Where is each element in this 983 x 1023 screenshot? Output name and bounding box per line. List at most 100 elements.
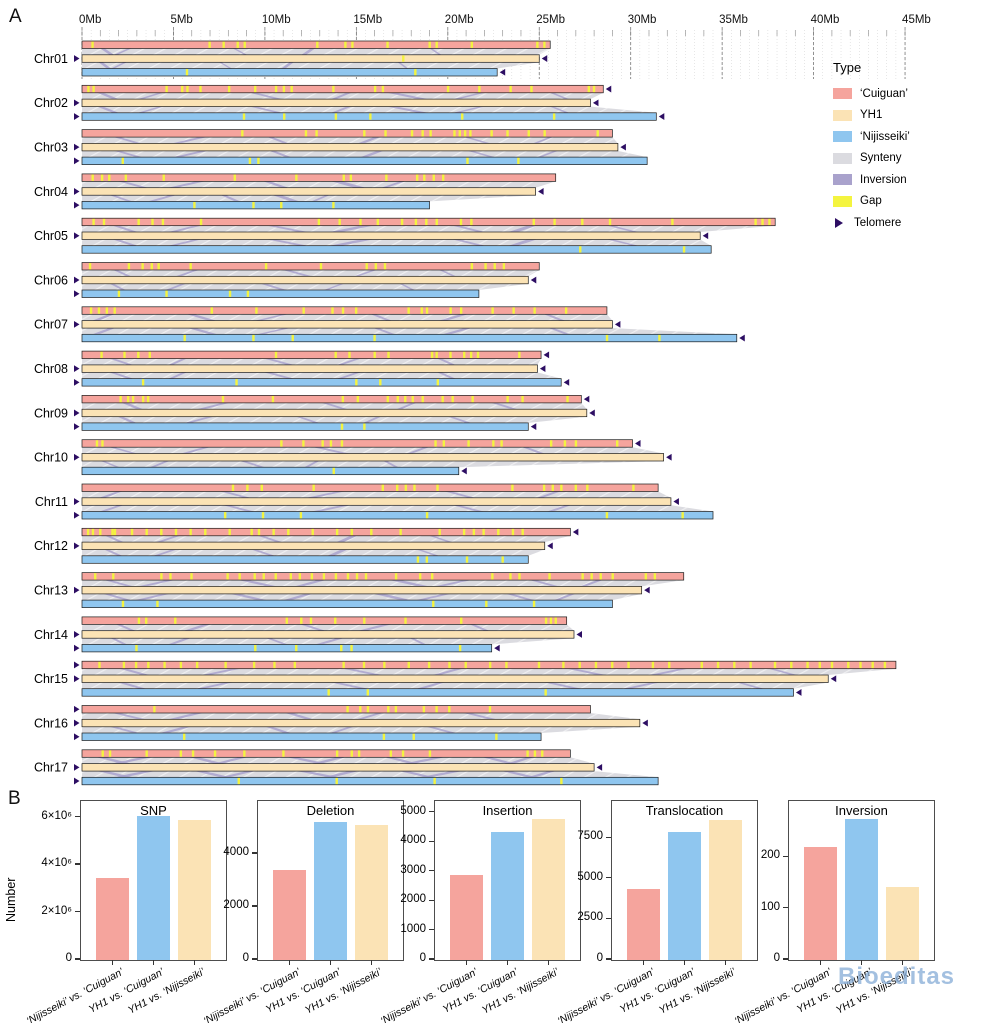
inversion-mark [100, 461, 120, 468]
inversion-mark [491, 402, 518, 410]
synteny-ribbon-texture [82, 328, 737, 335]
gap-mark [574, 440, 578, 447]
legend: Type ‘Cuiguan’ YH1 ‘Nijisseiki’ Synteny … [833, 60, 981, 234]
chart-title: Translocation [645, 803, 724, 818]
gap-mark [436, 484, 439, 491]
gap-mark [435, 218, 438, 226]
chart-translocation: Translocation [611, 800, 758, 961]
telomere-icon [74, 453, 80, 461]
cuiguan-bar [81, 705, 591, 714]
legend-item-telomere: Telomere [833, 212, 981, 234]
gap-mark [351, 41, 354, 48]
gap-mark [350, 750, 353, 757]
gap-mark [273, 661, 276, 669]
gap-mark [101, 440, 104, 447]
inversion-mark [622, 682, 660, 689]
gap-mark [433, 777, 436, 785]
gap-mark [381, 484, 384, 491]
inversion-mark [201, 668, 241, 675]
inversion-mark [311, 757, 346, 764]
cuiguan-bar [81, 84, 604, 94]
yh1-bar [81, 586, 643, 595]
inversion-mark [649, 668, 688, 675]
gap-mark [363, 423, 366, 430]
inversion-mark [230, 593, 267, 601]
gap-mark [334, 573, 338, 580]
telomere-icon [74, 409, 80, 417]
inversion-mark [238, 580, 277, 587]
telomere-icon [589, 409, 595, 417]
gap-mark [551, 484, 554, 491]
yh1-swatch [833, 109, 852, 121]
gap-mark [404, 396, 407, 403]
gap-mark [469, 351, 473, 358]
inversion-mark [104, 549, 123, 556]
gap-mark [578, 661, 581, 669]
y-axis-tick-label: 2000 [400, 893, 426, 906]
gap-mark [402, 55, 405, 62]
gap-mark [373, 334, 376, 342]
gap-mark [91, 41, 94, 48]
telomere-icon [74, 705, 80, 713]
inversion-mark [168, 181, 205, 188]
inversion-mark [452, 225, 486, 232]
gap-mark [161, 218, 165, 226]
gap-mark [608, 218, 612, 226]
inversion-mark [257, 328, 290, 335]
gap-mark [235, 379, 238, 386]
gap-mark [502, 263, 506, 270]
gap-mark [416, 556, 420, 563]
gap-mark [668, 661, 671, 669]
inversion-mark [304, 461, 320, 468]
chromosome-label: Chr06 [34, 273, 68, 287]
synteny-ribbon-texture [82, 447, 664, 454]
gap-mark [92, 218, 95, 226]
gap-mark [596, 130, 599, 137]
yh1-bar [81, 718, 641, 728]
inversion-mark [111, 62, 127, 69]
x-axis-tick [547, 960, 549, 965]
legend-item-label: YH1 [860, 109, 883, 122]
gap-mark [566, 396, 569, 403]
gap-mark [627, 661, 630, 669]
gap-mark [490, 130, 493, 137]
telomere-icon [74, 143, 80, 151]
inversion-mark [112, 713, 146, 720]
inversion-mark [196, 402, 230, 410]
gap-mark [413, 484, 416, 491]
gap-mark [298, 573, 302, 580]
gap-mark [387, 351, 390, 358]
gap-mark [272, 528, 275, 536]
gap-mark [199, 218, 203, 226]
cuiguan-swatch [833, 88, 852, 100]
inversion-mark [373, 593, 411, 601]
gap-mark [165, 85, 168, 93]
gap-mark [533, 750, 537, 757]
inversion-mark [544, 682, 582, 689]
y-axis-tick-label: 3000 [400, 863, 426, 876]
inversion-mark [99, 505, 124, 512]
gap-mark [261, 512, 265, 519]
chart-title: SNP [140, 803, 167, 818]
gap-mark [560, 777, 563, 785]
chromosome-label: Chr05 [34, 229, 68, 243]
inversion-mark [175, 270, 199, 277]
gap-mark [749, 661, 752, 669]
gap-mark [560, 484, 563, 491]
gap-mark [349, 174, 353, 181]
bar [532, 818, 565, 960]
inversion-mark [343, 668, 382, 675]
gap-mark [150, 263, 153, 270]
gap-mark [257, 528, 261, 536]
gap-mark [463, 351, 466, 358]
telomere-icon [543, 351, 550, 359]
telomere-icon [74, 511, 80, 519]
telomere-icon [592, 99, 599, 107]
gap-mark [461, 113, 464, 120]
y-axis-tick-label: 6×10⁶ [41, 809, 72, 822]
gap-mark [404, 617, 407, 624]
gap-mark [470, 41, 474, 48]
gap-mark [605, 334, 609, 342]
inversion-mark [329, 726, 354, 733]
gap-mark [383, 661, 386, 669]
